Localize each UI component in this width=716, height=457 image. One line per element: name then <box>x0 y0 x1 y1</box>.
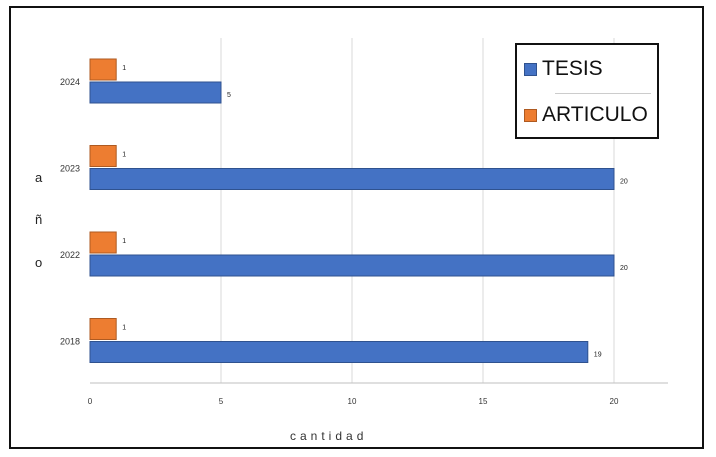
bar-articulo-2022 <box>89 231 117 254</box>
data-label-tesis-2022: 20 <box>620 265 628 272</box>
data-label-articulo-2023: 1 <box>122 152 126 159</box>
data-label-tesis-2018: 19 <box>594 352 602 359</box>
legend-label-articulo: ARTICULO <box>542 103 648 126</box>
x-tick-label-20: 20 <box>610 397 619 406</box>
bar-articulo-2023 <box>89 145 117 167</box>
x-tick-label-10: 10 <box>348 397 357 406</box>
legend-divider <box>555 93 651 94</box>
y-label-letter-2: ñ <box>35 212 43 227</box>
x-tick-label-15: 15 <box>479 397 488 406</box>
y-tick-label-2024: 2024 <box>60 77 80 87</box>
legend-swatch-articulo <box>524 108 537 122</box>
bar-articulo-2018 <box>89 318 117 340</box>
data-label-tesis-2024: 5 <box>227 92 231 99</box>
bar-tesis-2023 <box>89 168 615 190</box>
x-tick-label-5: 5 <box>219 397 224 406</box>
data-label-articulo-2018: 1 <box>122 325 126 332</box>
bar-tesis-2024 <box>89 81 222 104</box>
data-label-articulo-2024: 1 <box>122 65 126 72</box>
legend-item-articulo: ARTICULO <box>524 103 648 127</box>
bar-articulo-2024 <box>89 58 117 81</box>
legend-item-tesis: TESIS <box>524 57 603 81</box>
y-label-letter-1: a <box>35 170 43 185</box>
bar-tesis-2018 <box>89 341 589 363</box>
legend: TESIS ARTICULO <box>515 43 659 139</box>
y-label-letter-3: o <box>35 255 43 270</box>
data-label-tesis-2023: 20 <box>620 179 628 186</box>
y-tick-label-2023: 2023 <box>60 164 80 174</box>
y-tick-label-2018: 2018 <box>60 337 80 347</box>
legend-label-tesis: TESIS <box>542 57 603 80</box>
x-axis-label: cantidad <box>290 429 368 443</box>
data-label-articulo-2022: 1 <box>122 238 126 245</box>
x-tick-label-0: 0 <box>88 397 93 406</box>
bar-tesis-2022 <box>89 254 615 277</box>
y-tick-label-2022: 2022 <box>60 250 80 260</box>
legend-swatch-tesis <box>524 62 537 76</box>
